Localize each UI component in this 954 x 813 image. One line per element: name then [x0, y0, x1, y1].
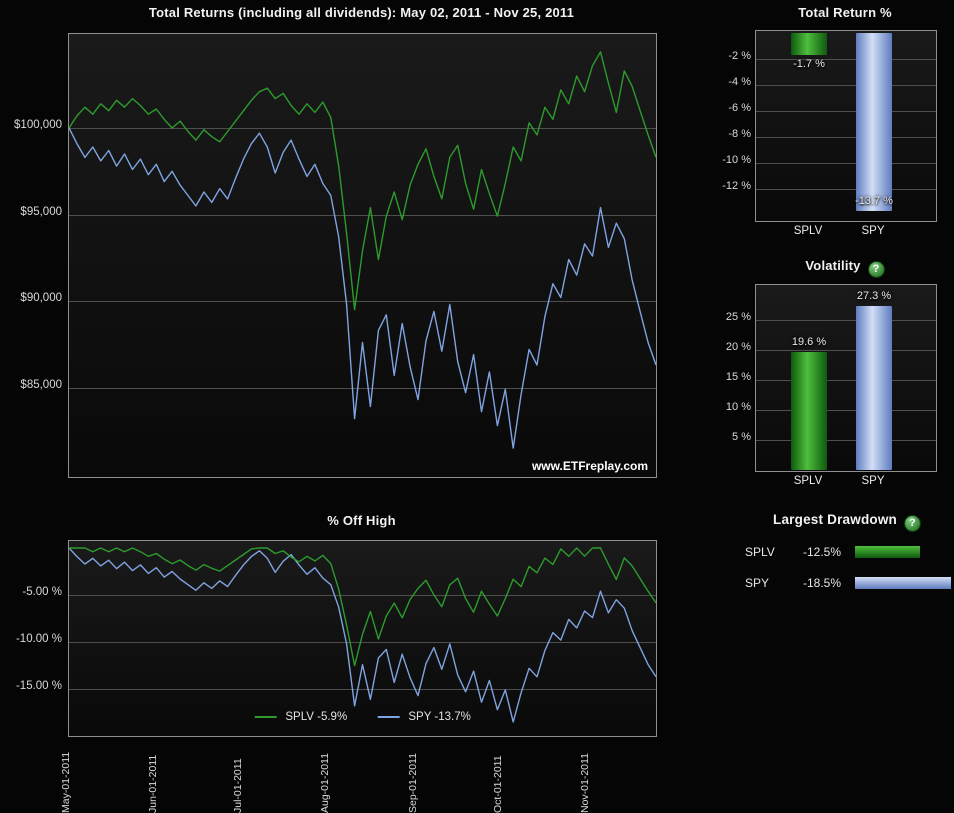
- volatility-title: Volatility?: [740, 258, 950, 278]
- splv-line-swatch: [254, 715, 277, 718]
- y-axis-label--5.00 %: -5.00 %: [22, 586, 62, 598]
- splv-bar-value: 19.6 %: [791, 336, 827, 349]
- y-axis-label-15 %: 15 %: [725, 371, 751, 383]
- y-axis-label-20 %: 20 %: [725, 341, 751, 353]
- splv-bar: [791, 33, 827, 56]
- gridline-25 %: [756, 320, 936, 321]
- spy-off-high-line: [69, 547, 656, 723]
- gridline-20 %: [756, 350, 936, 351]
- y-axis-label-$85,000: $85,000: [20, 378, 62, 391]
- y-axis-label--15.00 %: -15.00 %: [15, 680, 62, 692]
- spy-bar-value: 27.3 %: [856, 290, 892, 303]
- y-axis-label--12 %: -12 %: [722, 180, 751, 192]
- splv-drawdown-value: -12.5%: [803, 545, 842, 559]
- spy-category-label: SPY: [861, 475, 885, 487]
- x-axis-label-Nov-01-2011: Nov-01-2011: [579, 753, 592, 813]
- x-axis-label-May-01-2011: May-01-2011: [60, 751, 72, 813]
- gridline-$95,000: [69, 214, 656, 216]
- splv-drawdown-ticker: SPLV: [745, 545, 775, 559]
- total-return-pct-title: Total Return %: [798, 5, 892, 20]
- gridline--2 %: [756, 59, 936, 60]
- gridline-5 %: [756, 440, 936, 441]
- etfreplay-watermark: www.ETFreplay.com: [531, 459, 648, 473]
- y-axis-label--4 %: -4 %: [728, 76, 751, 88]
- x-axis-label-Aug-01-2011: Aug-01-2011: [319, 753, 332, 813]
- y-axis-label-5 %: 5 %: [732, 431, 751, 443]
- total-return-bar-chart: -1.7 % -13.7 %: [755, 30, 937, 222]
- spy-line-swatch: [377, 715, 400, 718]
- gridline--8 %: [756, 137, 936, 138]
- y-axis-label--10 %: -10 %: [722, 154, 751, 166]
- gridline--6 %: [756, 111, 936, 112]
- y-axis-label-$95,000: $95,000: [20, 205, 62, 218]
- legend-item-spy: SPY -13.7%: [377, 711, 471, 723]
- gridline-$90,000: [69, 301, 656, 302]
- y-axis-label-25 %: 25 %: [725, 311, 751, 323]
- splv-drawdown-bar: [855, 546, 920, 558]
- gridline-15 %: [756, 380, 936, 381]
- legend-label-splv: SPLV -5.9%: [285, 711, 348, 723]
- largest-drawdown-help-icon[interactable]: ?: [903, 515, 921, 532]
- gridline--12 %: [756, 189, 936, 190]
- y-axis-label--6 %: -6 %: [728, 102, 751, 114]
- gridline-$100,000: [69, 128, 656, 129]
- splv-bar-value: -1.7 %: [793, 58, 825, 71]
- off-high-title: % Off High: [327, 513, 396, 528]
- y-axis-label--8 %: -8 %: [728, 128, 751, 140]
- largest-drawdown-title: Largest Drawdown?: [740, 512, 954, 532]
- y-axis-label--2 %: -2 %: [728, 50, 751, 62]
- spy-total-return-line: [69, 127, 656, 449]
- splv-off-high-line: [69, 547, 656, 667]
- y-axis-label-$90,000: $90,000: [20, 292, 62, 304]
- gridline-10 %: [756, 410, 936, 411]
- splv-category-label: SPLV: [793, 475, 823, 487]
- splv-total-return-line: [69, 51, 656, 311]
- spy-drawdown-ticker: SPY: [745, 576, 770, 590]
- y-axis-label-10 %: 10 %: [725, 401, 751, 413]
- gridline--10 %: [756, 163, 936, 164]
- gridline--4 %: [756, 85, 936, 86]
- spy-drawdown-value: -18.5%: [803, 576, 842, 590]
- y-axis-label-$100,000: $100,000: [14, 119, 62, 131]
- legend-label-spy: SPY -13.7%: [408, 711, 471, 723]
- x-axis-label-Jul-01-2011: Jul-01-2011: [231, 758, 244, 813]
- gridline--15.00 %: [69, 689, 656, 690]
- spy-bar: [856, 306, 892, 470]
- splv-bar: [791, 352, 827, 470]
- spy-bar-value: -13.7 %: [855, 195, 893, 208]
- spy-bar: [856, 33, 892, 212]
- x-axis-label-Jun-01-2011: Jun-01-2011: [147, 754, 160, 813]
- spy-category-label: SPY: [861, 225, 885, 237]
- total-returns-lines: [69, 51, 656, 449]
- x-axis-label-Oct-01-2011: Oct-01-2011: [492, 755, 505, 813]
- volatility-help-icon[interactable]: ?: [867, 261, 885, 278]
- splv-category-label: SPLV: [793, 225, 823, 237]
- largest-drawdown-title-text: Largest Drawdown: [773, 512, 897, 527]
- gridline--5.00 %: [69, 595, 656, 596]
- off-high-chart: SPLV -5.9% SPY -13.7%: [68, 540, 657, 737]
- x-axis-label-Sep-01-2011: Sep-01-2011: [406, 753, 419, 813]
- off-high-lines: [69, 547, 656, 723]
- volatility-title-text: Volatility: [805, 258, 861, 273]
- total-returns-title: Total Returns (including all dividends):…: [148, 5, 575, 20]
- legend-item-splv: SPLV -5.9%: [254, 711, 347, 723]
- y-axis-label--10.00 %: -10.00 %: [15, 633, 62, 645]
- gridline-$85,000: [69, 387, 656, 389]
- total-returns-chart: www.ETFreplay.com: [68, 33, 657, 478]
- off-high-legend: SPLV -5.9% SPY -13.7%: [254, 711, 471, 723]
- spy-drawdown-bar: [855, 577, 952, 589]
- volatility-bar-chart: 19.6 % 27.3 %: [755, 284, 937, 472]
- gridline--10.00 %: [69, 642, 656, 643]
